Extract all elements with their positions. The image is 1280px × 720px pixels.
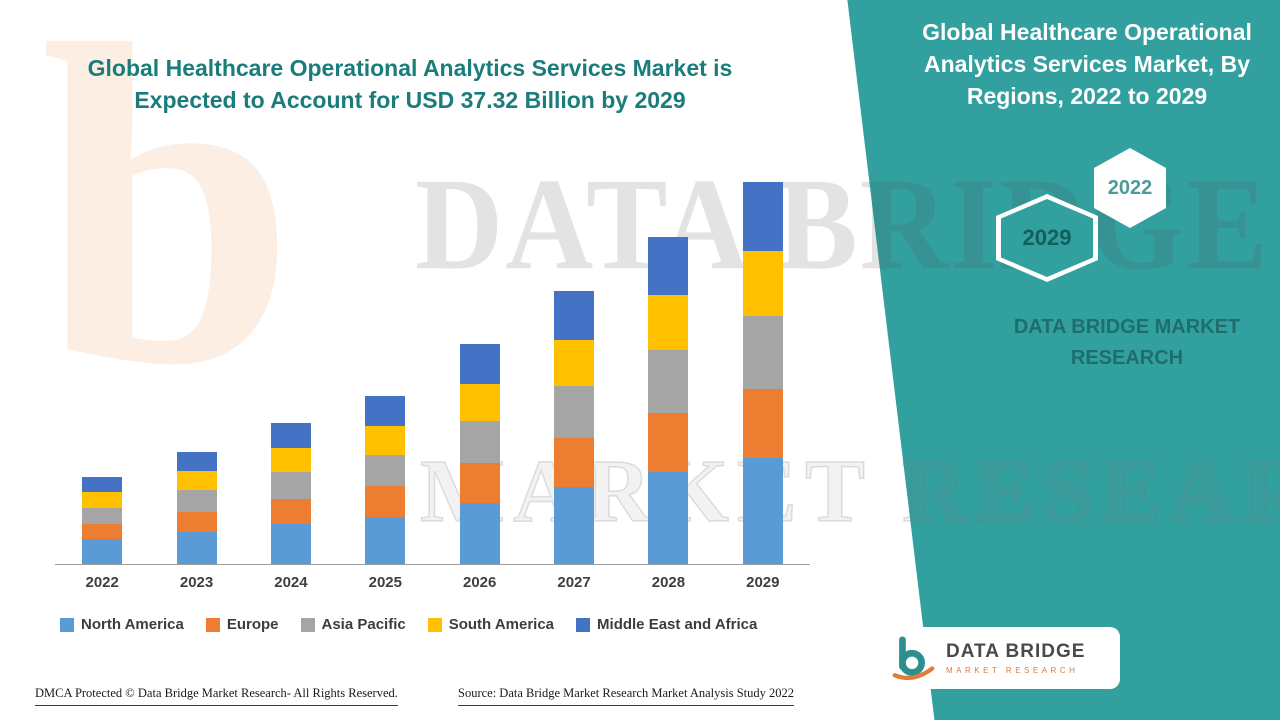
source-note: Source: Data Bridge Market Research Mark… [458,686,795,706]
x-axis-labels: 2022 2023 2024 2025 2026 2027 2028 2029 [55,574,810,591]
x-axis-label-2025: 2025 [368,574,402,591]
logo-subtitle: MARKET RESEARCH [946,666,1079,675]
segment-south-america [270,448,311,472]
segment-south-america [459,383,500,421]
legend-label: Middle East and Africa [597,616,758,633]
segment-europe [742,388,783,458]
bar-2023 [176,451,217,564]
chart-legend: North America Europe Asia Pacific South Ame… [60,616,757,633]
legend-item-north-america: North America [60,616,184,633]
segment-europe [270,498,311,525]
legend-swatch [300,617,315,632]
segment-north-america [365,516,406,564]
data-bridge-logo-icon [892,636,935,681]
x-axis-label-2028: 2028 [651,574,686,591]
segment-north-america [270,524,311,564]
segment-south-america [365,425,406,455]
legend-swatch [60,617,74,632]
legend-swatch [576,617,591,632]
bar-2027 [554,290,595,564]
bar-2022 [82,476,123,564]
segment-asia-pacific [459,420,500,463]
segment-asia-pacific [554,385,595,439]
stacked-bar-chart: 2022 2023 2024 2025 2026 2027 2028 2029 [55,175,810,591]
segment-europe [365,486,406,517]
bar-2028 [648,236,689,564]
x-axis-label-2029: 2029 [746,574,780,591]
segment-middle-east-and-africa [82,476,123,493]
segment-south-america [648,294,689,351]
segment-north-america [648,471,689,564]
legend-item-asia-pacific: Asia Pacific [300,616,406,633]
segment-south-america [742,250,783,317]
hexagon-2029-label: 2029 [1022,225,1072,250]
legend-label: North America [81,616,184,633]
segment-europe [459,462,500,503]
segment-middle-east-and-africa [270,422,311,449]
segment-asia-pacific [176,490,217,512]
x-axis-label-2026: 2026 [463,574,497,591]
segment-south-america [82,492,123,508]
segment-south-america [554,339,595,386]
x-axis-label-2023: 2023 [179,574,214,591]
segment-middle-east-and-africa [742,181,783,251]
plot-area [55,175,810,565]
dmca-notice: DMCA Protected © Data Bridge Market Rese… [35,686,398,706]
segment-europe [176,511,217,533]
segment-asia-pacific [270,471,311,499]
x-axis-label-2022: 2022 [85,574,119,591]
logo-words: DATA BRIDGE MARKET RESEARCH [946,641,1085,675]
bar-2024 [270,422,311,564]
segment-asia-pacific [648,350,689,413]
segment-north-america [176,532,217,564]
legend-item-europe: Europe [205,616,279,633]
segment-asia-pacific [365,454,406,487]
segment-middle-east-and-africa [648,236,689,295]
legend-item-middle-east-and-africa: Middle East and Africa [576,616,757,633]
legend-item-south-america: South America [427,616,555,633]
legend-swatch [205,617,220,632]
segment-north-america [82,539,123,564]
bar-2025 [365,396,406,564]
panel-title: Global Healthcare Operational Analytics … [922,19,1252,110]
segment-europe [648,412,689,472]
segment-south-america [176,470,217,491]
segment-asia-pacific [82,507,123,525]
segment-middle-east-and-africa [176,451,217,471]
segment-asia-pacific [742,316,783,389]
x-axis-label-2024: 2024 [274,574,308,591]
segment-europe [554,438,595,488]
chart-headline: Global Healthcare Operational Analytics … [87,55,733,114]
legend-swatch [427,617,442,632]
segment-middle-east-and-africa [365,396,406,426]
data-bridge-logo-card: DATA BRIDGE MARKET RESEARCH [876,627,1120,689]
brand-text: DATA BRIDGE MARKET RESEARCH [1013,316,1241,369]
segment-north-america [554,487,595,564]
x-axis-label-2027: 2027 [557,574,591,591]
segment-europe [82,524,123,540]
hexagon-2022-label: 2022 [1107,176,1153,199]
bar-2029 [742,181,783,564]
legend-label: Asia Pacific [321,616,406,633]
bar-2026 [459,344,500,564]
segment-middle-east-and-africa [459,344,500,384]
legend-label: Europe [226,616,279,633]
logo-name: DATA BRIDGE [946,641,1086,662]
segment-middle-east-and-africa [554,290,595,340]
segment-north-america [742,457,783,564]
legend-label: South America [448,616,555,633]
segment-north-america [459,502,500,564]
